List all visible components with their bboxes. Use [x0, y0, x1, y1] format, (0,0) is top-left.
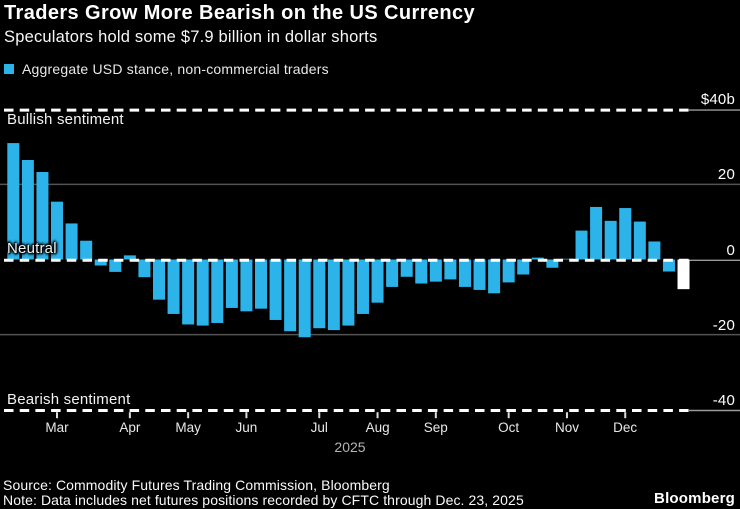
bar [502, 259, 515, 283]
x-tick-label: Aug [365, 420, 390, 435]
x-tick-label: May [175, 420, 201, 435]
x-tick-label: Mar [45, 420, 69, 435]
x-tick-label: Sep [423, 420, 448, 435]
x-tick-label: Nov [554, 420, 580, 435]
bar [648, 241, 661, 260]
bar [80, 240, 93, 260]
bar [575, 230, 588, 260]
x-tick-label: Oct [498, 420, 520, 435]
x-tick-label: Apr [119, 420, 141, 435]
bar [488, 259, 501, 294]
y-axis-label: 0 [726, 241, 735, 259]
bar [138, 259, 151, 278]
bar [473, 259, 486, 290]
y-axis-label: -40 [712, 391, 735, 409]
bar [298, 259, 311, 338]
legend-swatch-icon [4, 64, 14, 74]
source-line: Source: Commodity Futures Trading Commis… [3, 477, 390, 493]
bar [65, 223, 78, 260]
bullish-sentiment-label: Bullish sentiment [7, 111, 124, 128]
bar [619, 208, 632, 260]
y-axis-label: 20 [717, 166, 735, 184]
x-tick-label: Jul [310, 420, 328, 435]
bar [546, 259, 559, 268]
bar-latest-highlight [677, 259, 690, 290]
bar [356, 259, 369, 314]
bar [371, 259, 384, 303]
bar [94, 259, 107, 266]
bar [458, 259, 471, 287]
bar [400, 259, 413, 277]
legend: Aggregate USD stance, non-commercial tra… [4, 61, 329, 77]
bar [21, 159, 34, 260]
bar [211, 259, 224, 323]
bar [386, 259, 399, 287]
bar [531, 257, 544, 260]
note-line: Note: Data includes net futures position… [3, 492, 524, 508]
bar [196, 259, 209, 326]
bar [123, 255, 136, 260]
bar [517, 259, 530, 275]
bar [604, 220, 617, 260]
bar [415, 259, 428, 284]
bar [109, 259, 122, 272]
y-axis-label: $40b [700, 91, 735, 109]
x-tick-label: Dec [613, 420, 638, 435]
bar [429, 259, 442, 282]
bar [560, 258, 573, 260]
page-title: Traders Grow More Bearish on the US Curr… [4, 2, 476, 24]
bar [240, 259, 253, 312]
bar [313, 259, 326, 329]
bar [662, 259, 675, 272]
bar [51, 201, 64, 260]
bar [269, 259, 282, 320]
legend-label: Aggregate USD stance, non-commercial tra… [22, 61, 329, 77]
bar [444, 259, 457, 280]
bar [153, 259, 165, 300]
bar [590, 206, 603, 260]
neutral-label: Neutral [7, 240, 57, 257]
y-axis-label: -20 [712, 316, 735, 334]
bearish-sentiment-label: Bearish sentiment [7, 391, 131, 408]
bar [7, 143, 20, 260]
bar [182, 259, 195, 325]
bar [284, 259, 297, 332]
bloomberg-logo: Bloomberg [654, 490, 735, 507]
bar [254, 259, 267, 309]
bar [36, 172, 49, 260]
bar [633, 221, 646, 260]
x-tick-label: Jun [235, 420, 258, 435]
chart-subtitle: Speculators hold some $7.9 billion in do… [4, 28, 378, 46]
bar [225, 259, 238, 308]
bar [327, 259, 340, 331]
bar [167, 259, 180, 314]
bar [342, 259, 355, 326]
x-axis-year-label: 2025 [334, 439, 366, 455]
